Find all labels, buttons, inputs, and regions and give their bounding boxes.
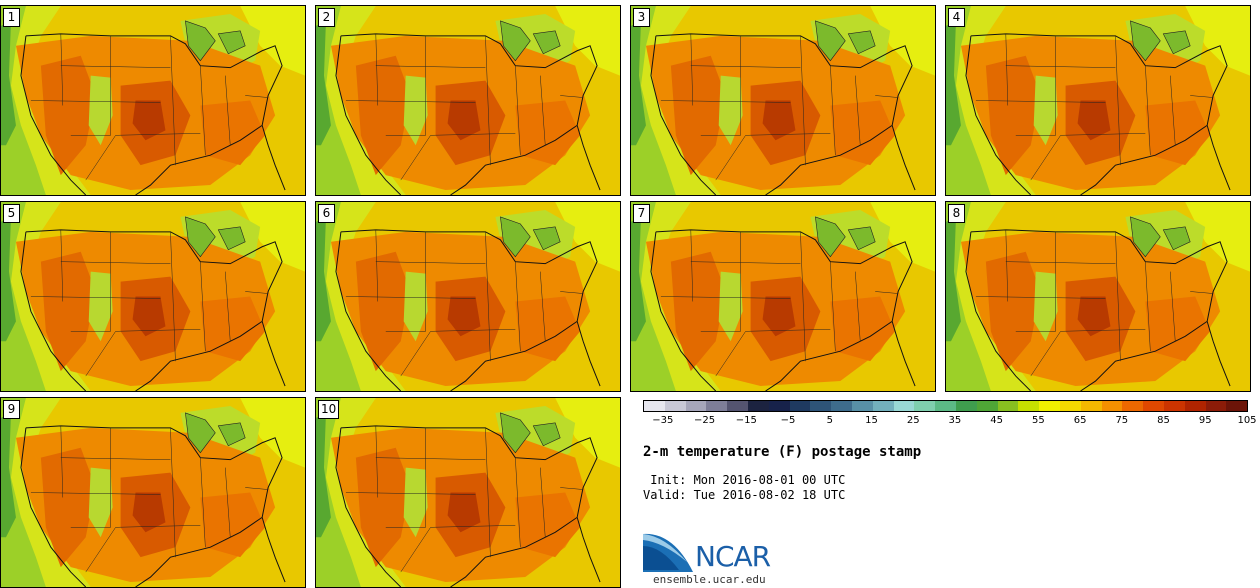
colorbar-swatch <box>914 401 936 411</box>
colorbar-swatch <box>1059 401 1081 411</box>
colorbar-tick-label: 35 <box>948 415 962 426</box>
temperature-map <box>316 202 620 391</box>
colorbar-tick-label: 75 <box>1115 415 1129 426</box>
colorbar-swatch <box>727 401 748 411</box>
colorbar-tick-label: 65 <box>1073 415 1087 426</box>
panel-number: 9 <box>3 400 20 419</box>
map-panel: 8 <box>945 201 1251 392</box>
colorbar-swatch <box>976 401 998 411</box>
colorbar-swatch <box>1101 401 1123 411</box>
temperature-map <box>316 6 620 195</box>
init-time: Init: Mon 2016-08-01 00 UTC <box>643 473 846 487</box>
map-panel: 3 <box>630 5 936 196</box>
temperature-map <box>631 6 935 195</box>
colorbar-swatch <box>664 401 686 411</box>
colorbar-ticks: −35−25−15−55152535455565758595105115 <box>0 415 1260 429</box>
temperature-map <box>1 6 305 195</box>
colorbar-tick-label: 105 <box>1237 415 1257 426</box>
site-url: ensemble.ucar.edu <box>653 573 766 586</box>
panel-number: 8 <box>948 204 965 223</box>
panel-number: 4 <box>948 8 965 27</box>
panel-number: 3 <box>633 8 650 27</box>
colorbar-swatch <box>789 401 811 411</box>
panel-number: 2 <box>318 8 335 27</box>
colorbar-swatch <box>1039 401 1060 411</box>
panel-number: 5 <box>3 204 20 223</box>
colorbar-tick-label: −5 <box>780 415 796 426</box>
colorbar-tick-label: −35 <box>652 415 674 426</box>
map-panel: 1 <box>0 5 306 196</box>
temperature-map <box>631 202 935 391</box>
colorbar-tick-label: 25 <box>906 415 920 426</box>
map-panel: 5 <box>0 201 306 392</box>
colorbar-tick-label: 55 <box>1032 415 1045 426</box>
colorbar-swatch <box>1143 401 1164 411</box>
colorbar-tick-label: 85 <box>1157 415 1170 426</box>
colorbar-swatch <box>851 401 873 411</box>
colorbar-swatch <box>1184 401 1206 411</box>
colorbar-swatch <box>997 401 1019 411</box>
colorbar-tick-label: 5 <box>826 415 833 426</box>
panel-number: 6 <box>318 204 335 223</box>
map-panel: 10 <box>315 397 621 588</box>
colorbar-swatch <box>644 401 665 411</box>
colorbar-swatch <box>955 401 977 411</box>
colorbar-swatch <box>685 401 707 411</box>
colorbar-swatch <box>831 401 852 411</box>
panel-number: 1 <box>3 8 20 27</box>
colorbar-swatch <box>810 401 832 411</box>
map-panel: 2 <box>315 5 621 196</box>
valid-time: Valid: Tue 2016-08-02 18 UTC <box>643 488 846 502</box>
temperature-map <box>1 202 305 391</box>
temperature-map <box>946 6 1250 195</box>
colorbar-swatch <box>706 401 728 411</box>
map-panel: 4 <box>945 5 1251 196</box>
colorbar-tick-label: −25 <box>694 415 716 426</box>
colorbar-tick-label: 95 <box>1198 415 1212 426</box>
colorbar-swatch <box>1205 401 1227 411</box>
colorbar-swatch <box>1122 401 1144 411</box>
colorbar-swatch <box>747 401 769 411</box>
map-panel: 9 <box>0 397 306 588</box>
colorbar-swatch <box>935 401 956 411</box>
colorbar-swatch <box>1226 401 1248 411</box>
colorbar-swatch <box>1018 401 1040 411</box>
map-panel: 7 <box>630 201 936 392</box>
colorbar-tick-label: 45 <box>990 415 1004 426</box>
map-panel: 6 <box>315 201 621 392</box>
colorbar-swatch <box>872 401 894 411</box>
panel-number: 10 <box>318 400 340 419</box>
chart-title: 2-m temperature (F) postage stamp <box>643 444 922 460</box>
colorbar-swatch <box>1163 401 1185 411</box>
colorbar-swatch <box>768 401 790 411</box>
temperature-map <box>946 202 1250 391</box>
panel-number: 7 <box>633 204 650 223</box>
logo-name: NCAR <box>695 540 771 573</box>
colorbar <box>643 400 1248 412</box>
colorbar-tick-label: −15 <box>735 415 757 426</box>
colorbar-swatch <box>1080 401 1102 411</box>
colorbar-tick-label: 15 <box>865 415 878 426</box>
colorbar-swatch <box>893 401 915 411</box>
ncar-logo-icon <box>643 533 693 572</box>
